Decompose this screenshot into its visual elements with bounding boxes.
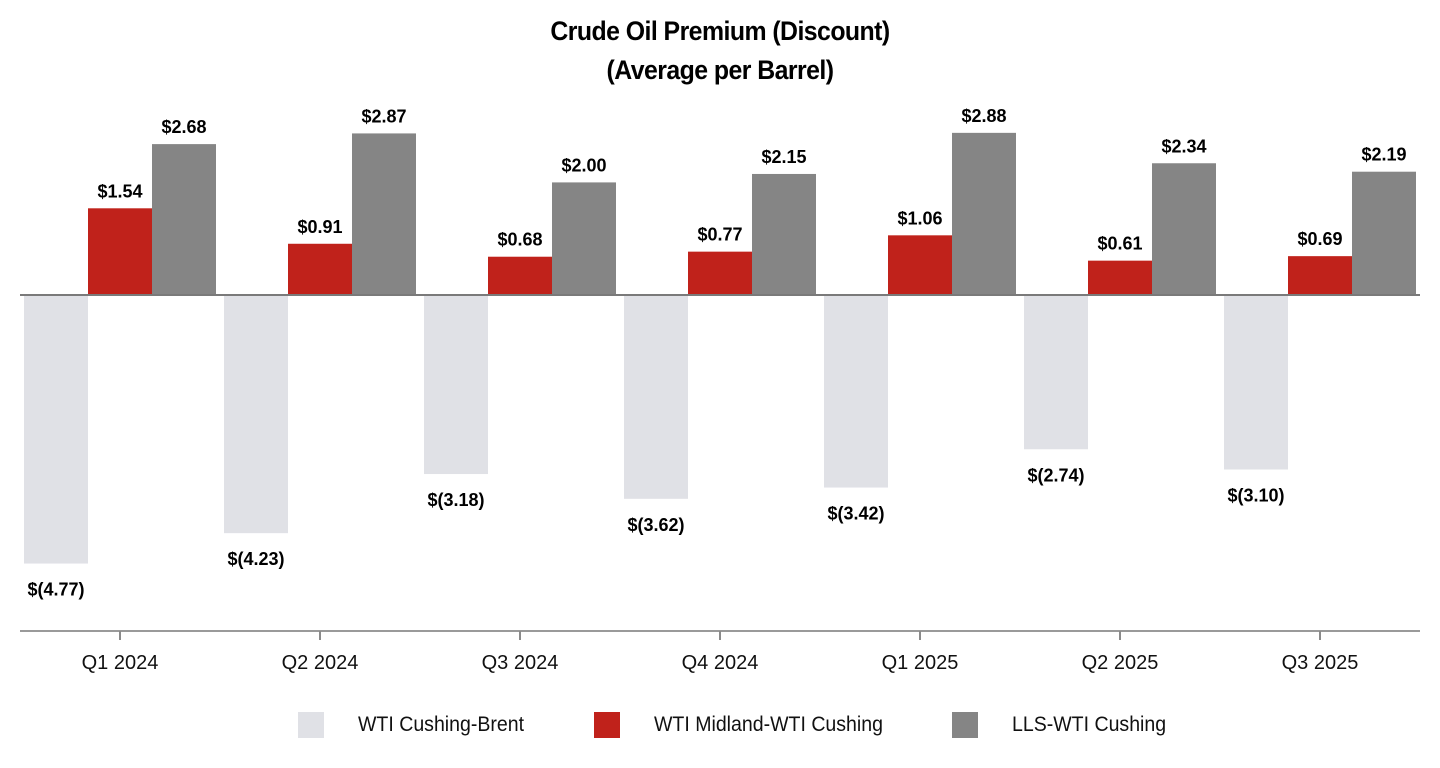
x-tick-label: Q1 2024 bbox=[82, 652, 159, 674]
legend-label: WTI Midland-WTI Cushing bbox=[654, 713, 883, 736]
data-label: $(3.18) bbox=[427, 490, 484, 510]
bar-lls-wti-cushing-q2-2025 bbox=[1152, 163, 1216, 295]
bar-wti-midland-wti-cushing-q4-2024 bbox=[688, 251, 752, 295]
data-label: $(3.42) bbox=[827, 504, 884, 524]
legend-item-wti-cushing-brent[interactable]: WTI Cushing-Brent bbox=[298, 708, 537, 742]
data-label: $2.87 bbox=[361, 106, 406, 126]
chart-subtitle: (Average per Barrel) bbox=[606, 55, 834, 85]
bar-wti-cushing-brent-q1-2025 bbox=[824, 295, 888, 488]
data-label: $(3.10) bbox=[1227, 486, 1284, 506]
legend-item-wti-midland-wti-cushing[interactable]: WTI Midland-WTI Cushing bbox=[594, 708, 900, 742]
bar-lls-wti-cushing-q1-2024 bbox=[152, 144, 216, 295]
legend-label: LLS-WTI Cushing bbox=[1012, 713, 1167, 736]
bar-wti-midland-wti-cushing-q1-2025 bbox=[888, 235, 952, 295]
data-label: $0.69 bbox=[1297, 229, 1342, 249]
data-label: $2.15 bbox=[761, 147, 806, 167]
data-label: $0.61 bbox=[1097, 234, 1142, 254]
bar-wti-midland-wti-cushing-q3-2024 bbox=[488, 256, 552, 295]
data-label: $(4.23) bbox=[227, 549, 284, 569]
legend-item-lls-wti-cushing[interactable]: LLS-WTI Cushing bbox=[952, 708, 1178, 742]
chart-title: Crude Oil Premium (Discount) bbox=[550, 16, 890, 46]
data-label: $0.77 bbox=[697, 225, 742, 245]
data-label: $2.00 bbox=[561, 155, 606, 175]
x-tick-label: Q3 2025 bbox=[1282, 652, 1359, 674]
bar-lls-wti-cushing-q3-2025 bbox=[1352, 171, 1416, 295]
legend-swatch bbox=[594, 712, 620, 738]
bar-wti-midland-wti-cushing-q2-2025 bbox=[1088, 260, 1152, 295]
bar-wti-midland-wti-cushing-q1-2024 bbox=[88, 208, 152, 295]
data-label: $(3.62) bbox=[627, 515, 684, 535]
data-label: $2.19 bbox=[1361, 145, 1406, 165]
x-tick-label: Q3 2024 bbox=[482, 652, 559, 674]
data-label: $2.88 bbox=[961, 106, 1006, 126]
x-tick-label: Q4 2024 bbox=[682, 652, 759, 674]
bar-wti-cushing-brent-q4-2024 bbox=[624, 295, 688, 499]
data-label: $0.68 bbox=[497, 230, 542, 250]
bar-wti-cushing-brent-q3-2025 bbox=[1224, 295, 1288, 470]
bar-lls-wti-cushing-q3-2024 bbox=[552, 182, 616, 295]
data-label: $2.34 bbox=[1161, 136, 1206, 156]
data-label: $0.91 bbox=[297, 217, 342, 237]
x-tick-label: Q1 2025 bbox=[882, 652, 959, 674]
bar-wti-midland-wti-cushing-q2-2024 bbox=[288, 243, 352, 295]
bar-wti-cushing-brent-q2-2024 bbox=[224, 295, 288, 534]
bar-wti-midland-wti-cushing-q3-2025 bbox=[1288, 256, 1352, 295]
bar-lls-wti-cushing-q2-2024 bbox=[352, 133, 416, 295]
data-label: $2.68 bbox=[161, 117, 206, 137]
data-label: $(4.77) bbox=[27, 580, 84, 600]
bar-wti-cushing-brent-q2-2025 bbox=[1024, 295, 1088, 450]
bar-chart: $(4.77) $1.54 $2.68 $(4.23) $0.91 $2.87 $(3.18… bbox=[20, 106, 1420, 674]
bar-lls-wti-cushing-q4-2024 bbox=[752, 173, 816, 295]
data-label: $1.06 bbox=[897, 208, 942, 228]
bar-lls-wti-cushing-q1-2025 bbox=[952, 132, 1016, 295]
legend: WTI Cushing-Brent WTI Midland-WTI Cushin… bbox=[0, 708, 1440, 742]
x-tick-label: Q2 2024 bbox=[282, 652, 359, 674]
legend-label: WTI Cushing-Brent bbox=[358, 713, 525, 736]
bar-wti-cushing-brent-q3-2024 bbox=[424, 295, 488, 475]
x-ticks-layer: Q1 2024 Q2 2024 Q3 2024 Q4 2024 Q1 2025 Q2 20… bbox=[82, 631, 1359, 674]
legend-swatch bbox=[952, 712, 978, 738]
data-labels-layer: $(4.77) $1.54 $2.68 $(4.23) $0.91 $2.87 $(3.18… bbox=[27, 106, 1406, 600]
x-tick-label: Q2 2025 bbox=[1082, 652, 1159, 674]
bar-wti-cushing-brent-q1-2024 bbox=[24, 295, 88, 564]
data-label: $1.54 bbox=[97, 181, 142, 201]
data-label: $(2.74) bbox=[1027, 465, 1084, 485]
legend-swatch bbox=[298, 712, 324, 738]
bars-layer bbox=[24, 132, 1416, 564]
